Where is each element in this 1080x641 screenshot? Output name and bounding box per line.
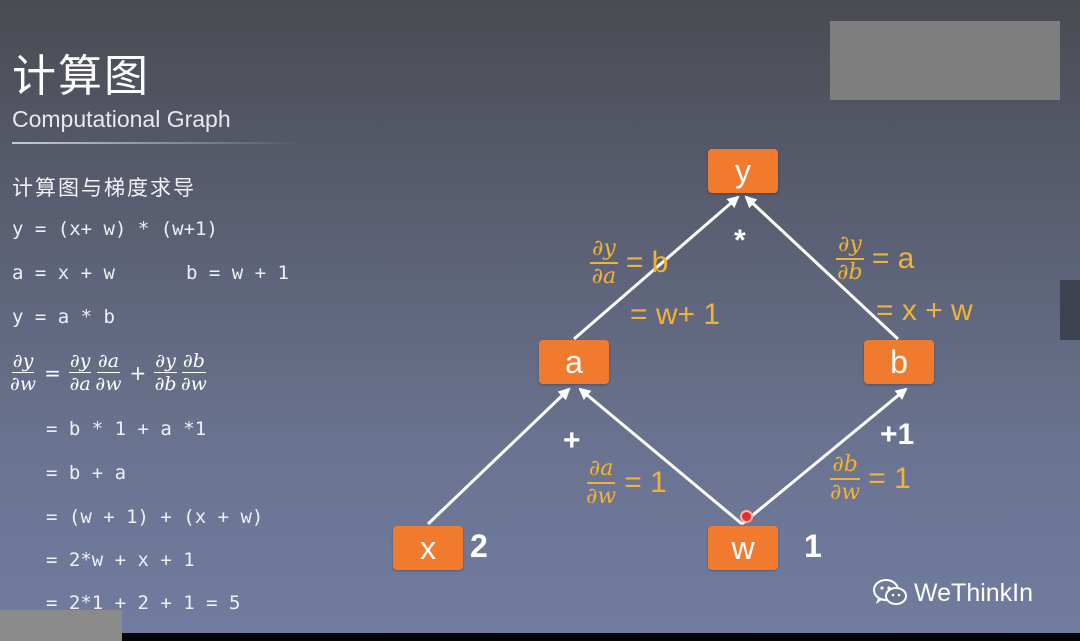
- equation-b: b = w + 1: [186, 262, 289, 284]
- node-b: b: [864, 340, 934, 384]
- bottom-bar: [122, 633, 1080, 641]
- label-dy-da: ∂y ∂a = b: [590, 236, 669, 289]
- side-tab[interactable]: [1060, 280, 1080, 340]
- equation-y-ab: y = a * b: [12, 306, 115, 328]
- label-dy-db-extra: = x + w: [876, 294, 973, 327]
- op-add-one: +1: [880, 418, 915, 451]
- edge-b-y: [744, 195, 900, 341]
- corner-block: [0, 610, 122, 641]
- edge-w-a: [578, 387, 743, 526]
- label-dy-da-extra: = w+ 1: [630, 298, 721, 331]
- node-y: y: [708, 149, 778, 193]
- brand-name: WeThinkIn: [914, 578, 1034, 607]
- op-multiply: *: [734, 224, 746, 257]
- step-3: = (w + 1) + (x + w): [46, 506, 264, 528]
- node-x: x: [393, 526, 463, 570]
- op-add: +: [563, 424, 581, 457]
- value-x: 2: [470, 528, 488, 564]
- edge-a-y: [573, 195, 740, 341]
- frac-dy-da: ∂y ∂a: [68, 350, 92, 395]
- label-db-dw: ∂b ∂w = 1: [830, 452, 911, 505]
- edge-w-b: [741, 387, 908, 526]
- step-5: = 2*1 + 2 + 1 = 5: [46, 592, 241, 614]
- node-w: w: [708, 526, 778, 570]
- step-1: = b * 1 + a *1: [46, 418, 207, 440]
- frac-dy-dw: ∂y ∂w: [10, 350, 37, 395]
- chain-rule-derivative: ∂y ∂w = ∂y ∂a ∂a ∂w + ∂y ∂b ∂b ∂w: [10, 350, 207, 395]
- value-w: 1: [804, 528, 822, 564]
- title-divider: [12, 142, 302, 144]
- page-subtitle: Computational Graph: [12, 106, 231, 132]
- step-2: = b + a: [46, 462, 127, 484]
- webcam-placeholder: [830, 21, 1060, 100]
- label-dy-db: ∂y ∂b = a: [836, 232, 915, 285]
- wechat-icon: [873, 579, 907, 605]
- edge-x-a: [426, 387, 571, 526]
- brand-watermark: WeThinkIn: [872, 578, 1033, 608]
- cursor-dot-icon: [740, 510, 753, 523]
- label-da-dw: ∂a ∂w = 1: [586, 456, 667, 509]
- section-heading: 计算图与梯度求导: [12, 176, 196, 200]
- equation-y: y = (x+ w) * (w+1): [12, 218, 218, 240]
- frac-dy-db: ∂y ∂b: [154, 350, 177, 395]
- frac-db-dw: ∂b ∂w: [180, 350, 207, 395]
- step-4: = 2*w + x + 1: [46, 549, 195, 571]
- equation-a: a = x + w: [12, 262, 115, 284]
- node-a: a: [539, 340, 609, 384]
- frac-da-dw: ∂a ∂w: [95, 350, 122, 395]
- page-title: 计算图: [12, 51, 150, 102]
